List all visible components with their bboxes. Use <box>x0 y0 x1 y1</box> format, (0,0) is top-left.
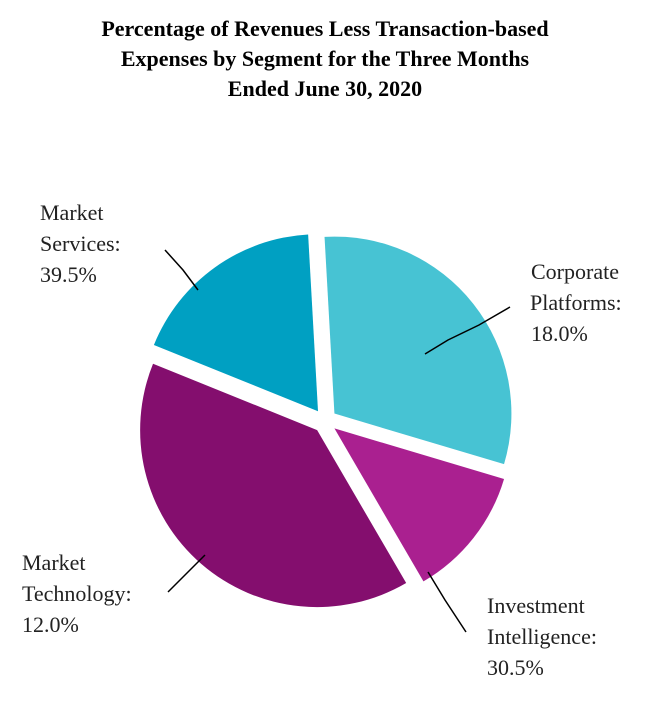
slice-label-line: 18.0% <box>531 321 588 346</box>
slice-label-investment-intelligence: Investment Intelligence: 30.5% <box>487 593 597 680</box>
leader-line-market-services <box>164 249 199 291</box>
pie-slices <box>140 234 512 608</box>
pie-slice-market-services <box>140 363 407 608</box>
slice-label-line: Market <box>40 200 104 225</box>
pie-slice-investment-intelligence <box>324 236 512 465</box>
slice-label-line: Technology: <box>22 581 132 606</box>
slice-label-line: Market <box>22 550 86 575</box>
slice-label-line: Services: <box>40 231 121 256</box>
chart-title: Percentage of Revenues Less Transaction-… <box>0 14 650 104</box>
slice-label-line: 12.0% <box>22 612 79 637</box>
leader-line-investment-intelligence <box>427 571 467 633</box>
chart-title-line-1: Percentage of Revenues Less Transaction-… <box>101 16 549 41</box>
slice-label-line: 39.5% <box>40 262 97 287</box>
slice-label-line: Investment <box>487 593 585 618</box>
leader-lines <box>164 249 511 633</box>
chart-title-line-2: Expenses by Segment for the Three Months <box>120 46 530 71</box>
leader-line-corporate-platforms <box>424 306 511 355</box>
slice-label-line: Corporate <box>531 259 619 284</box>
chart-title-line-3: Ended June 30, 2020 <box>227 76 423 101</box>
pie-slice-corporate-platforms <box>153 234 319 412</box>
slice-label-corporate-platforms: Corporate Platforms: 18.0% <box>530 259 622 346</box>
slice-label-market-services: Market Services: 39.5% <box>40 200 121 287</box>
pie-slice-market-technology <box>334 428 505 582</box>
slice-label-market-technology: Market Technology: 12.0% <box>22 550 132 637</box>
slice-label-line: 30.5% <box>487 655 544 680</box>
leader-line-market-technology <box>167 554 206 593</box>
slice-labels: Corporate Platforms: 18.0% Investment Intell… <box>22 200 622 680</box>
slice-label-line: Intelligence: <box>487 624 597 649</box>
slice-label-line: Platforms: <box>530 290 622 315</box>
